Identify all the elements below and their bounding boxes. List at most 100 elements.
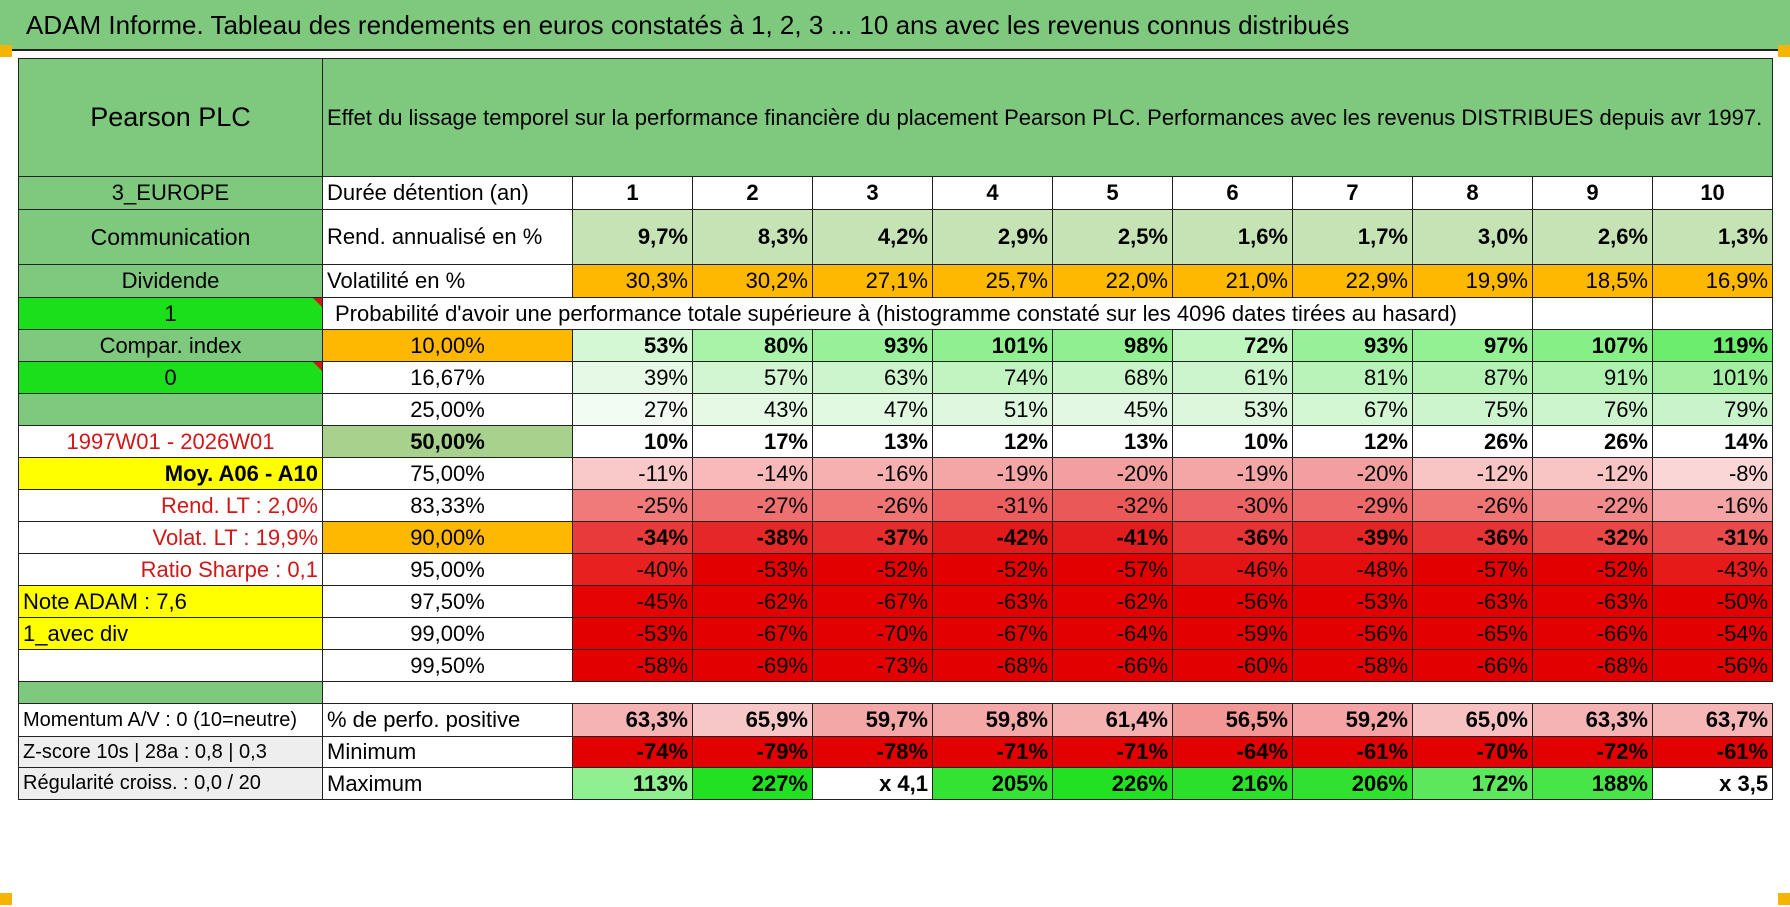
value-cell: 2,6% bbox=[1532, 209, 1653, 265]
threshold-cell: 95,00% bbox=[322, 553, 573, 586]
value-cell: -68% bbox=[932, 649, 1053, 682]
value-cell: -32% bbox=[1532, 521, 1653, 554]
probability-row: Rend. LT : 2,0% 83,33% -25% -27% -26% -31% -32… bbox=[18, 489, 1774, 522]
gap-row bbox=[18, 681, 1773, 704]
threshold-cell: 50,00% bbox=[322, 425, 573, 458]
volatility-row: Dividende Volatilité en % 30,3% 30,2% 27,1% 2… bbox=[18, 264, 1774, 298]
probability-row: 25,00% 27% 43% 47% 51% 45% 53% 67% 75% 76% 79% bbox=[18, 393, 1774, 426]
long-term-volatility: Volat. LT : 19,9% bbox=[18, 521, 323, 554]
value-cell: -39% bbox=[1292, 521, 1413, 554]
positive-label: % de perfo. positive bbox=[322, 703, 573, 737]
value-cell: -68% bbox=[1532, 649, 1653, 682]
value-cell: 107% bbox=[1532, 329, 1653, 362]
with-dividend-label: 1_avec div bbox=[18, 617, 323, 650]
value-cell: 6 bbox=[1172, 176, 1293, 210]
value-cell: -52% bbox=[1532, 553, 1653, 586]
value-cell: 226% bbox=[1052, 767, 1173, 800]
value-cell: 59,2% bbox=[1292, 703, 1413, 737]
value-cell: 119% bbox=[1651, 329, 1774, 362]
threshold-cell: 75,00% bbox=[322, 457, 573, 490]
value-cell: -22% bbox=[1532, 489, 1653, 522]
value-cell: -64% bbox=[1172, 736, 1293, 768]
threshold-cell: 16,67% bbox=[322, 361, 573, 394]
value-cell: -32% bbox=[1052, 489, 1173, 522]
value-cell: 59,8% bbox=[932, 703, 1053, 737]
dividend-value: 1 bbox=[18, 297, 323, 330]
value-cell: 113% bbox=[572, 767, 693, 800]
value-cell: -12% bbox=[1412, 457, 1533, 490]
value-cell: -58% bbox=[1292, 649, 1413, 682]
probability-row: Moy. A06 - A10 75,00% -11% -14% -16% -19% -20%… bbox=[18, 457, 1774, 490]
empty-cell bbox=[1532, 297, 1653, 330]
region-label: 3_EUROPE bbox=[18, 176, 323, 210]
value-cell: 45% bbox=[1052, 393, 1173, 426]
positive-performance-row: Momentum A/V : 0 (10=neutre)% de perfo. … bbox=[18, 703, 1774, 737]
value-cell: -61% bbox=[1651, 736, 1774, 768]
value-cell: -29% bbox=[1292, 489, 1413, 522]
value-cell: -59% bbox=[1172, 617, 1293, 650]
value-cell: 67% bbox=[1292, 393, 1413, 426]
value-cell: 9,7% bbox=[572, 209, 693, 265]
empty-side-cell bbox=[18, 393, 323, 426]
value-cell: 2,9% bbox=[932, 209, 1053, 265]
value-cell: -37% bbox=[812, 521, 933, 554]
value-cell: 3 bbox=[812, 176, 933, 210]
long-term-return: Rend. LT : 2,0% bbox=[18, 489, 323, 522]
value-cell: 47% bbox=[812, 393, 933, 426]
value-cell: -48% bbox=[1292, 553, 1413, 586]
value-cell: 10% bbox=[1172, 425, 1293, 458]
value-cell: 19,9% bbox=[1412, 264, 1533, 298]
corner-marker-left bbox=[0, 45, 12, 57]
value-cell: 93% bbox=[1292, 329, 1413, 362]
maximum-row: Régularité croiss. : 0,0 / 20 Maximum 113%… bbox=[18, 767, 1774, 800]
value-cell: 1,6% bbox=[1172, 209, 1293, 265]
value-cell: -36% bbox=[1412, 521, 1533, 554]
value-cell: -67% bbox=[692, 617, 813, 650]
value-cell: -56% bbox=[1651, 649, 1774, 682]
value-cell: 87% bbox=[1412, 361, 1533, 394]
value-cell: 188% bbox=[1532, 767, 1653, 800]
value-cell: 216% bbox=[1172, 767, 1293, 800]
probability-header-row: 1 Probabilité d'avoir une performance tot… bbox=[18, 297, 1774, 330]
probability-row: 0 16,67% 39% 57% 63% 74% 68% 61% 81% 87% 91% 101% bbox=[18, 361, 1774, 394]
value-cell: 3,0% bbox=[1412, 209, 1533, 265]
value-cell: -12% bbox=[1532, 457, 1653, 490]
probability-row: Compar. index 10,00% 53% 80% 93% 101% 98% 72% 93… bbox=[18, 329, 1774, 362]
duration-label: Durée détention (an) bbox=[322, 176, 573, 210]
value-cell: 22,9% bbox=[1292, 264, 1413, 298]
regularity-label: Régularité croiss. : 0,0 / 20 bbox=[18, 767, 323, 800]
value-cell: 205% bbox=[932, 767, 1053, 800]
value-cell: 51% bbox=[932, 393, 1053, 426]
value-cell: 63,3% bbox=[572, 703, 693, 737]
probability-row: 1997W01 - 2026W01 50,00% 10% 17% 13% 12% 13% 10… bbox=[18, 425, 1774, 458]
value-cell: 1,3% bbox=[1651, 209, 1774, 265]
adam-note: Note ADAM : 7,6 bbox=[18, 585, 323, 618]
value-cell: 12% bbox=[1292, 425, 1413, 458]
value-cell: 30,2% bbox=[692, 264, 813, 298]
value-cell: 98% bbox=[1052, 329, 1173, 362]
value-cell: 63% bbox=[812, 361, 933, 394]
value-cell: 91% bbox=[1532, 361, 1653, 394]
value-cell: 12% bbox=[932, 425, 1053, 458]
value-cell: 4 bbox=[932, 176, 1053, 210]
value-cell: -41% bbox=[1052, 521, 1173, 554]
value-cell: -43% bbox=[1651, 553, 1774, 586]
value-cell: 56,5% bbox=[1172, 703, 1293, 737]
value-cell: 5 bbox=[1052, 176, 1173, 210]
value-cell: -8% bbox=[1651, 457, 1774, 490]
minimum-row: Z-score 10s | 28a : 0,8 | 0,3 Minimum -74%… bbox=[18, 736, 1774, 768]
threshold-cell: 97,50% bbox=[322, 585, 573, 618]
value-cell: 14% bbox=[1651, 425, 1774, 458]
value-cell: -69% bbox=[692, 649, 813, 682]
value-cell: 101% bbox=[932, 329, 1053, 362]
corner-marker-bottom-left bbox=[0, 893, 12, 905]
value-cell: 21,0% bbox=[1172, 264, 1293, 298]
value-cell: 80% bbox=[692, 329, 813, 362]
momentum-label: Momentum A/V : 0 (10=neutre) bbox=[18, 703, 323, 737]
value-cell: 61% bbox=[1172, 361, 1293, 394]
zscore-label: Z-score 10s | 28a : 0,8 | 0,3 bbox=[18, 736, 323, 768]
value-cell: 97% bbox=[1412, 329, 1533, 362]
value-cell: -40% bbox=[572, 553, 693, 586]
value-cell: 206% bbox=[1292, 767, 1413, 800]
value-cell: 9 bbox=[1532, 176, 1653, 210]
